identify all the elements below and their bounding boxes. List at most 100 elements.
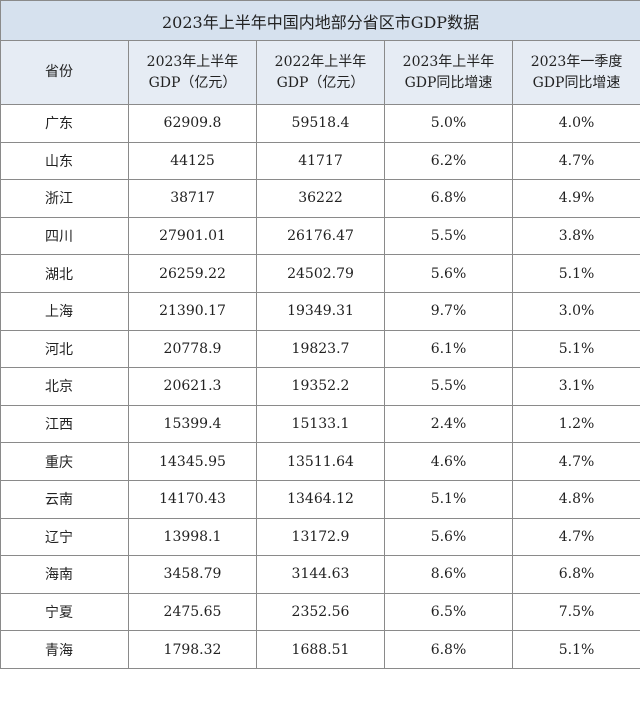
cell-gdp-2023h1: 3458.79	[128, 555, 257, 594]
header-growth-2023h1: 2023年上半年 GDP同比增速	[384, 40, 513, 105]
cell-growth-2023q1: 5.1%	[511, 329, 640, 369]
table-title: 2023年上半年中国内地部分省区市GDP数据	[0, 0, 640, 41]
cell-province: 重庆	[0, 442, 129, 481]
cell-gdp-2023h1: 1798.32	[128, 630, 257, 669]
cell-gdp-2022h1: 13464.12	[256, 479, 385, 519]
header-gdp-2023h1: 2023年上半年 GDP（亿元）	[128, 40, 257, 105]
cell-gdp-2023h1: 20621.3	[128, 367, 257, 406]
cell-province: 辽宁	[0, 517, 129, 557]
table-row: 北京 20621.3 19352.2 5.5% 3.1%	[0, 367, 640, 406]
table-row: 河北 20778.9 19823.7 6.1% 5.1%	[0, 329, 640, 369]
cell-growth-2023q1: 1.2%	[511, 404, 640, 444]
cell-gdp-2022h1: 3144.63	[256, 555, 385, 594]
cell-gdp-2023h1: 15399.4	[128, 404, 257, 444]
header-province: 省份	[0, 40, 129, 105]
header-line2: GDP同比增速	[404, 74, 493, 91]
header-line2: GDP同比增速	[532, 74, 621, 91]
cell-growth-2023q1: 4.7%	[511, 442, 640, 481]
cell-growth-2023q1: 3.8%	[511, 216, 640, 256]
cell-province: 山东	[0, 141, 129, 181]
cell-growth-2023h1: 5.1%	[384, 479, 513, 519]
cell-growth-2023h1: 5.5%	[384, 367, 513, 406]
cell-growth-2023h1: 5.6%	[384, 517, 513, 557]
table-row: 宁夏 2475.65 2352.56 6.5% 7.5%	[0, 592, 640, 632]
cell-growth-2023h1: 6.2%	[384, 141, 513, 181]
header-line1: 2022年上半年	[274, 53, 367, 70]
table-body: 广东 62909.8 59518.4 5.0% 4.0% 山东 44125 41717 6.2%…	[0, 104, 640, 669]
cell-growth-2023q1: 4.9%	[511, 179, 640, 218]
cell-gdp-2023h1: 20778.9	[128, 329, 257, 369]
header-line2: GDP（亿元）	[276, 74, 365, 91]
cell-growth-2023q1: 5.1%	[511, 630, 640, 669]
cell-province: 河北	[0, 329, 129, 369]
header-line1: 2023年上半年	[402, 53, 495, 70]
table-row: 广东 62909.8 59518.4 5.0% 4.0%	[0, 104, 640, 143]
cell-gdp-2023h1: 14345.95	[128, 442, 257, 481]
cell-growth-2023q1: 7.5%	[511, 592, 640, 632]
cell-growth-2023h1: 6.8%	[384, 630, 513, 669]
cell-province: 江西	[0, 404, 129, 444]
cell-growth-2023h1: 5.0%	[384, 104, 513, 143]
cell-province: 宁夏	[0, 592, 129, 632]
header-line1: 2023年上半年	[146, 53, 239, 70]
cell-growth-2023q1: 4.7%	[511, 517, 640, 557]
cell-province: 海南	[0, 555, 129, 594]
table-row: 海南 3458.79 3144.63 8.6% 6.8%	[0, 555, 640, 594]
cell-gdp-2022h1: 15133.1	[256, 404, 385, 444]
cell-gdp-2022h1: 2352.56	[256, 592, 385, 632]
cell-gdp-2022h1: 13511.64	[256, 442, 385, 481]
cell-gdp-2023h1: 26259.22	[128, 254, 257, 293]
cell-growth-2023q1: 5.1%	[511, 254, 640, 293]
cell-province: 广东	[0, 104, 129, 143]
cell-gdp-2022h1: 1688.51	[256, 630, 385, 669]
cell-growth-2023h1: 6.5%	[384, 592, 513, 632]
table-title-row: 2023年上半年中国内地部分省区市GDP数据	[0, 0, 640, 41]
cell-gdp-2023h1: 14170.43	[128, 479, 257, 519]
cell-growth-2023h1: 6.8%	[384, 179, 513, 218]
column-header-row: 省份 2023年上半年 GDP（亿元） 2022年上半年 GDP（亿元） 202…	[0, 40, 640, 105]
cell-growth-2023q1: 3.0%	[511, 291, 640, 331]
table-row: 山东 44125 41717 6.2% 4.7%	[0, 141, 640, 181]
cell-gdp-2022h1: 36222	[256, 179, 385, 218]
cell-gdp-2023h1: 21390.17	[128, 291, 257, 331]
cell-gdp-2022h1: 19352.2	[256, 367, 385, 406]
cell-growth-2023q1: 4.0%	[511, 104, 640, 143]
cell-gdp-2023h1: 38717	[128, 179, 257, 218]
header-province-label: 省份	[45, 64, 73, 80]
cell-province: 湖北	[0, 254, 129, 293]
cell-gdp-2022h1: 19823.7	[256, 329, 385, 369]
cell-growth-2023q1: 4.8%	[511, 479, 640, 519]
cell-gdp-2023h1: 44125	[128, 141, 257, 181]
cell-growth-2023h1: 2.4%	[384, 404, 513, 444]
cell-growth-2023h1: 9.7%	[384, 291, 513, 331]
cell-gdp-2023h1: 62909.8	[128, 104, 257, 143]
table-row: 四川 27901.01 26176.47 5.5% 3.8%	[0, 216, 640, 256]
cell-growth-2023h1: 8.6%	[384, 555, 513, 594]
cell-gdp-2022h1: 13172.9	[256, 517, 385, 557]
cell-growth-2023q1: 3.1%	[511, 367, 640, 406]
cell-gdp-2022h1: 59518.4	[256, 104, 385, 143]
cell-province: 浙江	[0, 179, 129, 218]
cell-growth-2023q1: 4.7%	[511, 141, 640, 181]
cell-gdp-2023h1: 13998.1	[128, 517, 257, 557]
table-row: 重庆 14345.95 13511.64 4.6% 4.7%	[0, 442, 640, 481]
cell-province: 北京	[0, 367, 129, 406]
header-gdp-2022h1: 2022年上半年 GDP（亿元）	[256, 40, 385, 105]
cell-gdp-2022h1: 19349.31	[256, 291, 385, 331]
cell-province: 上海	[0, 291, 129, 331]
cell-growth-2023h1: 5.6%	[384, 254, 513, 293]
cell-growth-2023h1: 5.5%	[384, 216, 513, 256]
cell-gdp-2022h1: 26176.47	[256, 216, 385, 256]
table-row: 云南 14170.43 13464.12 5.1% 4.8%	[0, 479, 640, 519]
cell-gdp-2022h1: 24502.79	[256, 254, 385, 293]
cell-gdp-2022h1: 41717	[256, 141, 385, 181]
cell-growth-2023h1: 6.1%	[384, 329, 513, 369]
gdp-table: 2023年上半年中国内地部分省区市GDP数据 省份 2023年上半年 GDP（亿…	[0, 0, 640, 669]
cell-province: 四川	[0, 216, 129, 256]
cell-growth-2023q1: 6.8%	[511, 555, 640, 594]
header-growth-2023q1: 2023年一季度 GDP同比增速	[511, 40, 640, 105]
table-row: 辽宁 13998.1 13172.9 5.6% 4.7%	[0, 517, 640, 557]
header-line2: GDP（亿元）	[148, 74, 237, 91]
table-row: 上海 21390.17 19349.31 9.7% 3.0%	[0, 291, 640, 331]
